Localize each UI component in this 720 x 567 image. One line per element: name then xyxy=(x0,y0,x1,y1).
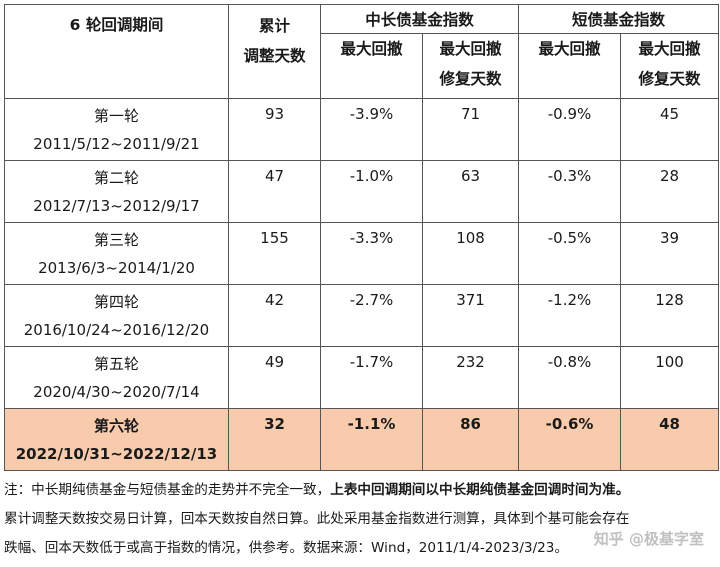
mid-dd-cell: -3.3% xyxy=(320,222,423,285)
footnote-line-3: 跌幅、回本天数低于或高于指数的情况，供参考。数据来源：Wind，2011/1/4… xyxy=(4,540,569,556)
round-label: 第一轮 xyxy=(93,106,139,125)
cum-days-cell: 49 xyxy=(228,346,321,409)
table-row: 第五轮 2020/4/30~2020/7/14 49 -1.7% 232 -0.8… xyxy=(4,346,720,409)
mid-dd-cell: -2.7% xyxy=(320,284,423,347)
round-label: 第五轮 xyxy=(93,354,139,373)
table-row-highlighted: 第六轮 2022/10/31~2022/12/13 32 -1.1% 86 -0.… xyxy=(4,408,720,471)
table-row: 第三轮 2013/6/3~2014/1/20 155 -3.3% 108 -0.5… xyxy=(4,222,720,285)
date-range: 2011/5/12~2011/9/21 xyxy=(33,134,200,153)
header-period: 6 轮回调期间 xyxy=(4,4,229,99)
period-cell: 第六轮 2022/10/31~2022/12/13 xyxy=(4,408,229,471)
short-recovery-cell: 28 xyxy=(620,160,720,223)
mid-recovery-cell: 86 xyxy=(421,408,520,471)
footnotes: 注：中长期纯债基金与短债基金的走势并不完全一致，上表中回调期间以中长期纯债基金回… xyxy=(4,476,716,563)
cum-days-cell: 155 xyxy=(228,222,321,285)
mid-recovery-cell: 108 xyxy=(421,222,520,285)
footnote-line-1: 注：中长期纯债基金与短债基金的走势并不完全一致，上表中回调期间以中长期纯债基金回… xyxy=(4,476,716,505)
table-row: 第四轮 2016/10/24~2016/12/20 42 -2.7% 371 -1… xyxy=(4,284,720,347)
short-recovery-cell: 45 xyxy=(620,98,720,161)
footnote-emphasis: 上表中回调期间以中长期纯债基金回调时间为准。 xyxy=(330,482,630,498)
mid-dd-cell: -1.7% xyxy=(320,346,423,409)
header-cum-days-line2: 调整天数 xyxy=(243,47,306,65)
date-range: 2022/10/31~2022/12/13 xyxy=(15,444,218,463)
mid-recovery-cell: 232 xyxy=(421,346,520,409)
short-dd-cell: -0.8% xyxy=(518,346,622,409)
cum-days-cell: 47 xyxy=(228,160,321,223)
header-short-recovery: 最大回撤 修复天数 xyxy=(620,33,720,99)
footnote-line-2: 累计调整天数按交易日计算，回本天数按自然日算。此处采用基金指数进行测算，具体到个… xyxy=(4,511,630,527)
period-cell: 第二轮 2012/7/13~2012/9/17 xyxy=(4,160,229,223)
mid-dd-cell: -3.9% xyxy=(320,98,423,161)
period-cell: 第一轮 2011/5/12~2011/9/21 xyxy=(4,98,229,161)
short-dd-cell: -0.5% xyxy=(518,222,622,285)
round-label: 第四轮 xyxy=(93,292,139,311)
mid-recovery-cell: 63 xyxy=(421,160,520,223)
header-mid-recovery: 最大回撤 修复天数 xyxy=(421,33,520,99)
header-group-mid: 中长债基金指数 xyxy=(319,4,520,34)
date-range: 2012/7/13~2012/9/17 xyxy=(33,196,200,215)
date-range: 2013/6/3~2014/1/20 xyxy=(38,258,195,277)
header-short-max-dd: 最大回撤 xyxy=(518,33,622,99)
mid-dd-cell: -1.1% xyxy=(320,408,423,471)
period-cell: 第五轮 2020/4/30~2020/7/14 xyxy=(4,346,229,409)
short-recovery-cell: 128 xyxy=(620,284,720,347)
short-recovery-cell: 39 xyxy=(620,222,720,285)
round-label: 第六轮 xyxy=(93,416,139,435)
short-recovery-cell: 100 xyxy=(620,346,720,409)
short-dd-cell: -0.9% xyxy=(518,98,622,161)
mid-dd-cell: -1.0% xyxy=(320,160,423,223)
cum-days-cell: 93 xyxy=(228,98,321,161)
header-mid-max-dd: 最大回撤 xyxy=(320,33,423,99)
table-row: 第二轮 2012/7/13~2012/9/17 47 -1.0% 63 -0.3%… xyxy=(4,160,720,223)
header-mid-recovery-line1: 最大回撤 xyxy=(439,40,502,58)
short-dd-cell: -0.3% xyxy=(518,160,622,223)
mid-recovery-cell: 371 xyxy=(421,284,520,347)
period-cell: 第四轮 2016/10/24~2016/12/20 xyxy=(4,284,229,347)
date-range: 2016/10/24~2016/12/20 xyxy=(23,320,210,339)
round-label: 第三轮 xyxy=(93,230,139,249)
header-mid-recovery-line2: 修复天数 xyxy=(439,70,502,88)
header-cum-days: 累计 调整天数 xyxy=(228,4,321,99)
footnote-text: 注：中长期纯债基金与短债基金的走势并不完全一致， xyxy=(4,482,331,498)
period-cell: 第三轮 2013/6/3~2014/1/20 xyxy=(4,222,229,285)
cum-days-cell: 42 xyxy=(228,284,321,347)
mid-recovery-cell: 71 xyxy=(421,98,520,161)
header-short-recovery-line1: 最大回撤 xyxy=(638,40,701,58)
header-cum-days-line1: 累计 xyxy=(258,17,290,35)
cum-days-cell: 32 xyxy=(228,408,321,471)
short-dd-cell: -1.2% xyxy=(518,284,622,347)
date-range: 2020/4/30~2020/7/14 xyxy=(33,382,200,401)
short-dd-cell: -0.6% xyxy=(518,408,622,471)
round-label: 第二轮 xyxy=(93,168,139,187)
short-recovery-cell: 48 xyxy=(620,408,720,471)
watermark: 知乎 @极基字室 xyxy=(593,530,704,548)
header-short-recovery-line2: 修复天数 xyxy=(638,70,701,88)
table-row: 第一轮 2011/5/12~2011/9/21 93 -3.9% 71 -0.9%… xyxy=(4,98,720,161)
drawdown-table: 6 轮回调期间 累计 调整天数 中长债基金指数 短债基金指数 最大回撤 最大回撤… xyxy=(4,4,720,471)
header-group-short: 短债基金指数 xyxy=(518,4,720,34)
